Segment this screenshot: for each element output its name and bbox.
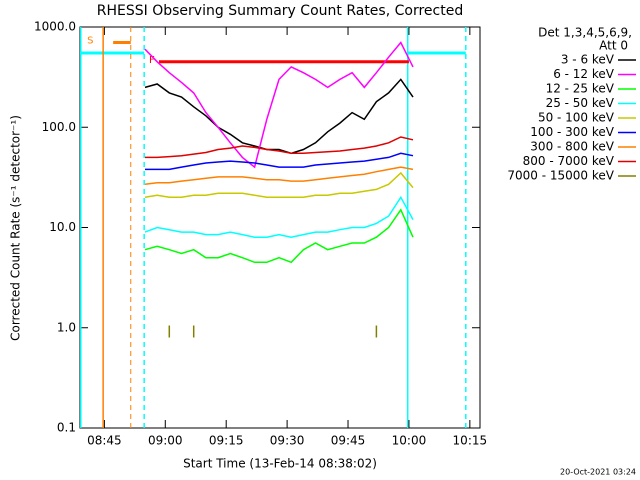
footer: 20-Oct-2021 03:24 — [560, 468, 636, 477]
x-tick-label: 09:00 — [148, 434, 183, 448]
x-tick-label: 10:15 — [453, 434, 488, 448]
y-tick-label: 1.0 — [57, 320, 76, 334]
legend-label: 50 - 100 keV — [538, 111, 615, 125]
legend-title: Det 1,3,4,5,6,9, — [538, 26, 632, 40]
legend-label: 300 - 800 keV — [530, 140, 614, 154]
legend-label: 12 - 25 keV — [546, 82, 615, 96]
legend-label: 100 - 300 keV — [530, 125, 614, 139]
x-axis-label: Start Time (13-Feb-14 08:38:02) — [183, 457, 377, 471]
legend-label: 25 - 50 keV — [546, 96, 615, 110]
x-tick-label: 08:45 — [87, 434, 122, 448]
series-line — [144, 171, 414, 199]
series-line — [145, 136, 414, 159]
y-tick-label: 1000.0 — [34, 20, 76, 34]
y-axis-label: Corrected Count Rate (s⁻¹ detector⁻¹) — [9, 115, 23, 341]
legend-title: Att 0 — [599, 39, 628, 53]
x-tick-label: 09:45 — [331, 434, 366, 448]
series-line — [144, 41, 414, 169]
x-tick-label: 10:00 — [392, 434, 427, 448]
legend-label: 800 - 7000 keV — [523, 154, 615, 168]
series-line — [144, 208, 414, 264]
series-line — [144, 78, 414, 155]
series-line — [145, 152, 414, 171]
x-tick-label: 09:30 — [270, 434, 305, 448]
annotation-text: F — [149, 55, 155, 66]
series-line — [168, 325, 378, 338]
legend-label: 3 - 6 keV — [561, 53, 615, 67]
series-line — [144, 166, 414, 186]
y-tick-label: 10.0 — [49, 220, 76, 234]
y-tick-label: 100.0 — [42, 120, 76, 134]
series-line — [144, 195, 414, 238]
y-tick-label: 0.1 — [57, 421, 76, 435]
legend-label: 7000 - 15000 keV — [507, 169, 614, 183]
x-tick-label: 09:15 — [209, 434, 244, 448]
annotation-text: S — [87, 36, 93, 47]
chart-title: RHESSI Observing Summary Count Rates, Co… — [97, 3, 463, 19]
legend-label: 6 - 12 keV — [553, 67, 615, 81]
